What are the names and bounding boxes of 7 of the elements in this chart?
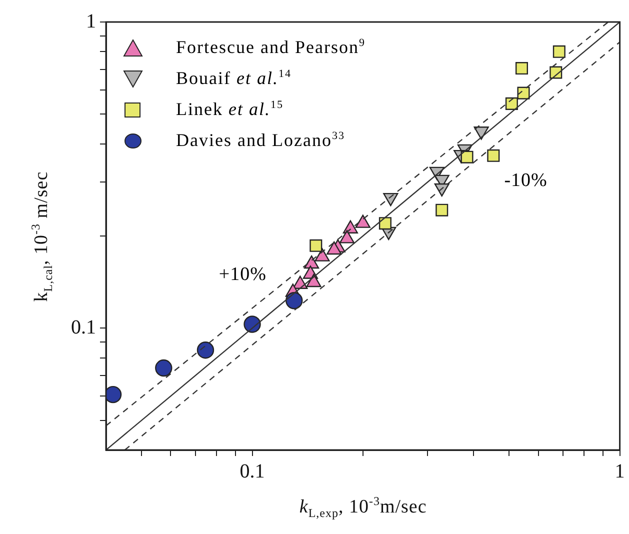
legend-label: Linek et al.$^{15}$: [176, 99, 284, 120]
annotation: -10%: [504, 170, 548, 192]
legend-label: Fortescue and Pearson$^{9}$: [176, 37, 366, 58]
legend-label: Bouaif et al.$^{14}$: [176, 68, 292, 89]
annotation: +10%: [218, 264, 266, 286]
x-axis-title: k$_{L,exp}$, 10$^{-3}$m/sec: [299, 494, 427, 522]
legend-label: Davies and Lozano$^{33}$: [176, 130, 345, 151]
